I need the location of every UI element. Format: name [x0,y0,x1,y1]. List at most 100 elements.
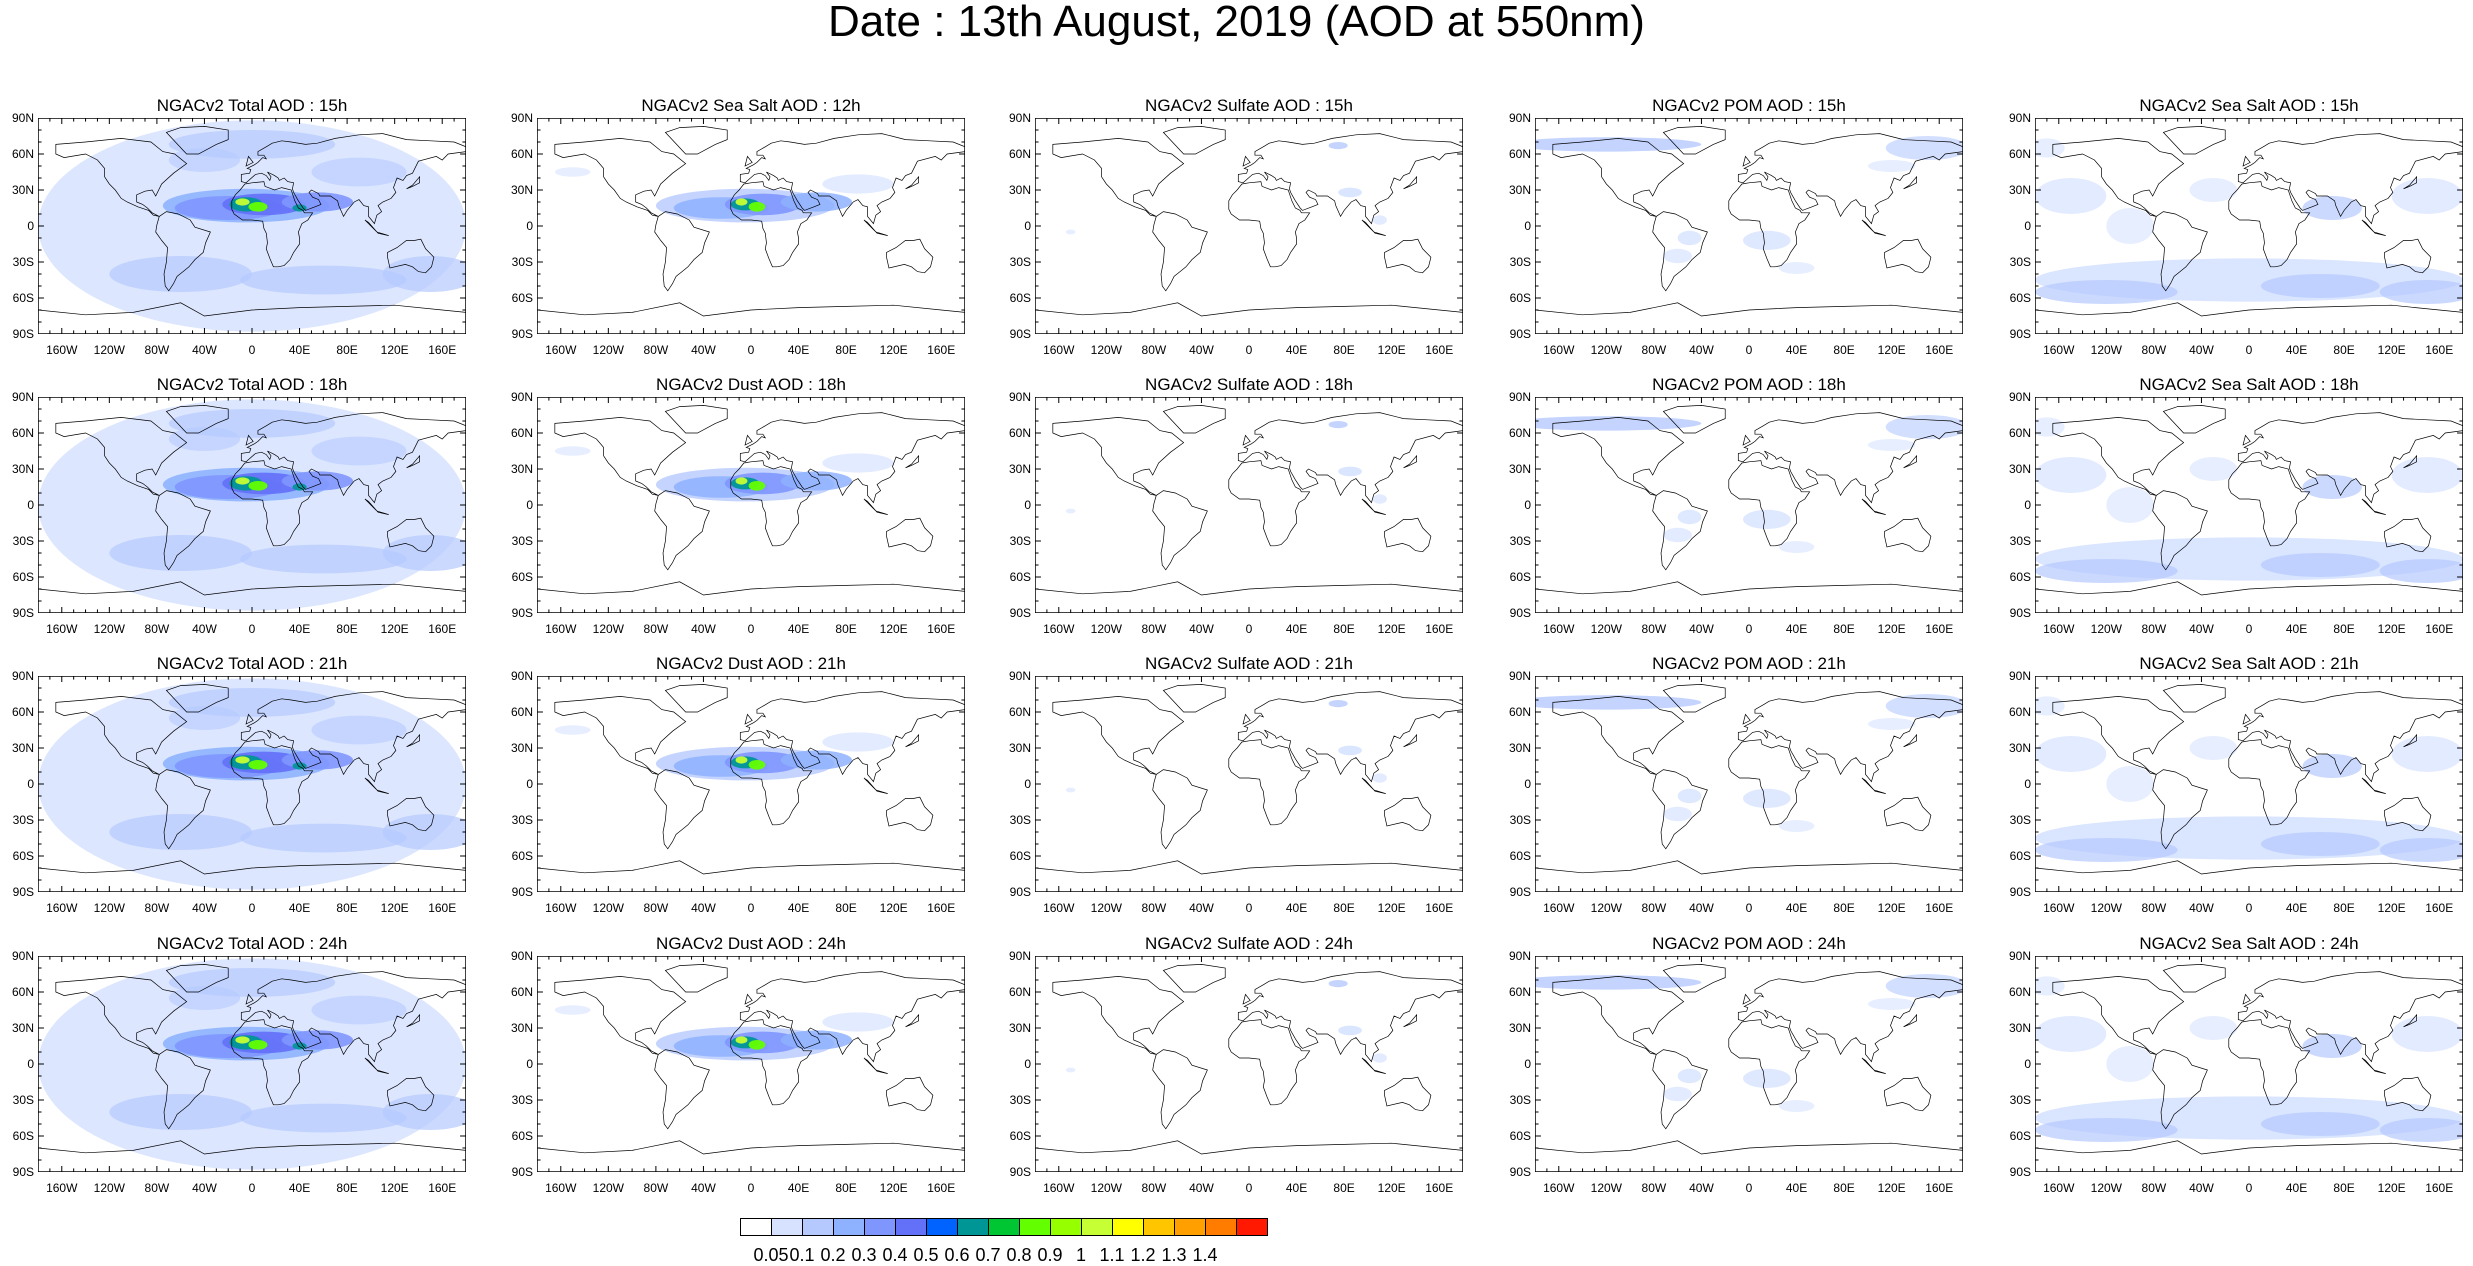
aod-field [311,157,407,187]
lon-tick-label: 160W [1043,1181,1075,1195]
aod-field [748,1040,766,1050]
coastline [1862,1058,1886,1074]
aod-field [822,1012,894,1032]
lon-tick-label: 80E [835,1181,857,1195]
lon-tick-label: 80E [1833,622,1855,636]
coastline [1362,220,1386,236]
lon-tick-label: 80W [2141,343,2167,357]
coastline [2385,1077,2431,1111]
coastline [2229,461,2310,546]
coastline [745,435,752,445]
coastline [1729,1020,1810,1105]
coastline [1729,461,1810,546]
colorbar-label: 1.1 [1099,1245,1125,1265]
aod-field [748,202,766,212]
aod-field [554,446,591,456]
aod-field [748,760,766,770]
coastline [745,714,752,724]
lon-tick-label: 40E [1285,622,1308,636]
lon-tick-label: 80E [1333,901,1355,915]
coastline [731,461,812,546]
lat-tick-label: 90S [1509,327,1531,341]
coastline [56,696,187,774]
coastline [2035,303,2463,316]
coastline [1862,778,1886,794]
lon-tick-label: 80W [1641,343,1667,357]
lat-tick-label: 0 [1524,1057,1531,1071]
coastline [2362,499,2386,515]
coastline [2163,964,2225,992]
aod-field [1372,773,1387,783]
coastline [2243,435,2250,445]
lon-tick-label: 40E [787,622,810,636]
colorbar-label: 0.6 [944,1245,970,1265]
map-panel: NGACv2 Dust AOD : 18h 90N 60N 30N 0 30S 60S 90S… [497,375,975,641]
lat-tick-label: 30S [2009,255,2031,269]
aod-field [2035,280,2178,304]
lat-tick-label: 30N [2008,183,2031,197]
lon-tick-label: 80W [643,901,669,915]
lon-tick-label: 120W [1090,1181,1122,1195]
lon-tick-label: 40W [2189,622,2214,636]
lat-tick-label: 60S [511,1129,533,1143]
colorbar-label: 1.3 [1161,1245,1187,1265]
lon-tick-label: 120W [1090,343,1122,357]
lon-tick-label: 120E [1377,1181,1406,1195]
coastline [864,220,888,236]
aod-field [2106,487,2154,523]
lat-tick-label: 90S [511,606,533,620]
lat-tick-label: 30N [11,183,34,197]
colorbar-label: 1.2 [1130,1245,1156,1265]
coastline [388,1077,434,1111]
coastline [1243,714,1250,724]
aod-field [2391,457,2463,493]
colorbar-label: 0.8 [1006,1245,1032,1265]
panel-title: NGACv2 Total AOD : 21h [156,654,348,673]
lon-tick-label: 40E [2285,622,2308,636]
coastline [1729,740,1810,825]
lat-tick-label: 30S [2009,1093,2031,1107]
map-panel: NGACv2 Total AOD : 15h 90N 60N 30N 0 30S 60S 90… [0,96,476,362]
aod-field [1328,421,1348,429]
coastline [2153,1050,2208,1129]
lon-tick-label: 0 [248,343,256,357]
lat-tick-label: 60S [12,570,34,584]
coastline [740,972,965,1062]
lat-tick-label: 90S [12,885,34,899]
aod-field [2035,838,2178,862]
coastline [56,138,187,216]
coastline [2163,126,2225,154]
map-panel: NGACv2 Sea Salt AOD : 18h 90N 60N 30N 0 30S 60… [1995,375,2473,641]
coastline [2385,797,2431,831]
aod-field [2035,696,2065,716]
lat-tick-label: 90N [2008,111,2031,125]
lon-tick-label: 40W [691,622,716,636]
lat-tick-label: 90N [1508,949,1531,963]
aod-field [1867,718,1916,730]
aod-field [2260,553,2380,577]
lat-tick-label: 90N [11,390,34,404]
lon-tick-label: 160E [927,343,956,357]
lon-tick-label: 80E [336,343,358,357]
aod-map [537,676,965,892]
aod-field [1778,262,1815,274]
coastline [1229,1020,1310,1105]
panel-title: NGACv2 POM AOD : 24h [1652,934,1846,953]
aod-map [2035,118,2463,334]
coastline [1243,435,1250,445]
aod-field [168,706,241,730]
aod-field [1677,509,1702,525]
lon-tick-label: 80W [2141,622,2167,636]
aod-field [735,198,748,206]
lat-tick-label: 90N [2008,949,2031,963]
lon-tick-label: 80W [144,622,170,636]
lon-tick-label: 160W [545,343,577,357]
panel-title: NGACv2 Sea Salt AOD : 15h [2139,96,2359,115]
lon-tick-label: 160E [2425,1181,2454,1195]
lat-tick-label: 90N [510,949,533,963]
coastline [2035,582,2463,595]
coastline [1238,972,1463,1062]
lat-tick-label: 30N [11,741,34,755]
coastline [1404,177,1417,189]
aod-field [1778,820,1815,832]
